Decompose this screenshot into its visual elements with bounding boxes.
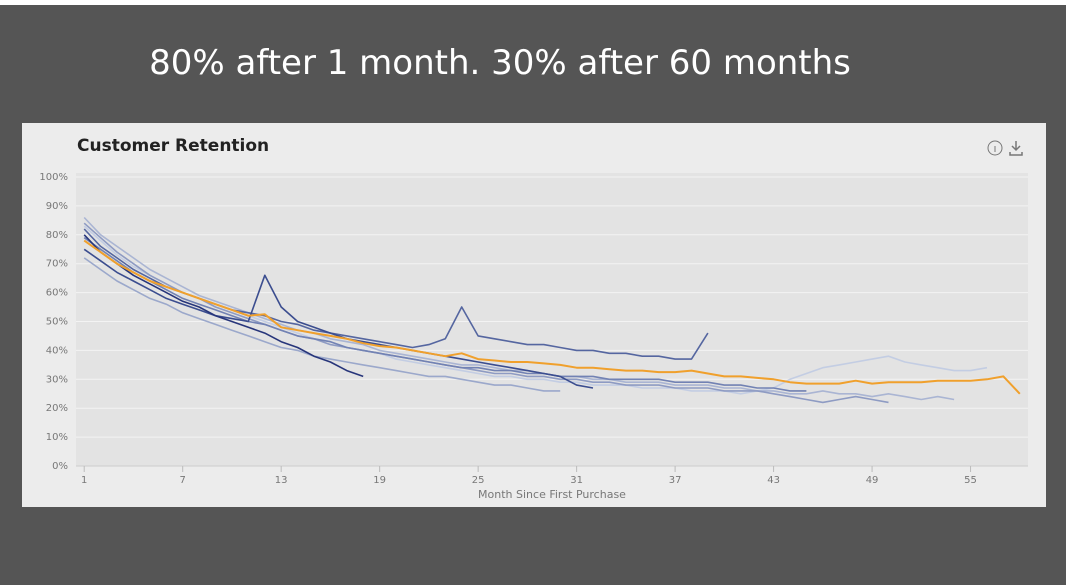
x-tick-label: 31 — [570, 475, 583, 486]
y-tick-label: 40% — [46, 345, 68, 356]
series-line — [83, 248, 594, 389]
x-tick-label: 55 — [964, 475, 977, 486]
plot-area — [76, 173, 1028, 466]
series-line — [83, 234, 364, 378]
x-tick-label: 1 — [81, 475, 87, 486]
y-tick-label: 10% — [46, 432, 68, 443]
y-tick-label: 80% — [46, 230, 68, 241]
series-line — [83, 216, 955, 401]
x-tick-label: 19 — [373, 475, 386, 486]
x-axis-label: Month Since First Purchase — [478, 488, 626, 501]
slide: 80% after 1 month. 30% after 60 months C… — [0, 5, 1066, 585]
y-tick-label: 30% — [46, 374, 68, 385]
y-tick-label: 60% — [46, 288, 68, 299]
download-icon[interactable] — [1009, 141, 1023, 156]
x-tick-label: 49 — [866, 475, 879, 486]
y-tick-label: 0% — [52, 461, 68, 472]
y-tick-label: 100% — [39, 172, 68, 183]
plot: 0% 10% 20% 30% 40% 50% 60% 70% 80% 90% 100% 1 7 13 19 2… — [39, 172, 1028, 486]
series-line — [83, 239, 1021, 395]
y-tick-label: 70% — [46, 259, 68, 270]
y-tick-label: 90% — [46, 201, 68, 212]
y-tick-label: 20% — [46, 403, 68, 414]
x-tick-label: 25 — [472, 475, 485, 486]
series-line — [83, 257, 561, 392]
headline: 80% after 1 month. 30% after 60 months — [149, 43, 851, 83]
info-icon[interactable] — [987, 140, 1003, 156]
series-line — [83, 222, 889, 404]
chart-panel: Customer Retention Month Since First Pur… — [22, 123, 1046, 507]
series-line — [83, 237, 807, 392]
y-tick-label: 50% — [46, 317, 68, 328]
x-tick-label: 13 — [275, 475, 288, 486]
chart: Customer Retention Month Since First Pur… — [39, 136, 1028, 501]
x-tick-label: 37 — [669, 475, 682, 486]
x-tick-label: 43 — [767, 475, 780, 486]
x-tick-label: 7 — [180, 475, 186, 486]
chart-title: Customer Retention — [77, 136, 269, 156]
